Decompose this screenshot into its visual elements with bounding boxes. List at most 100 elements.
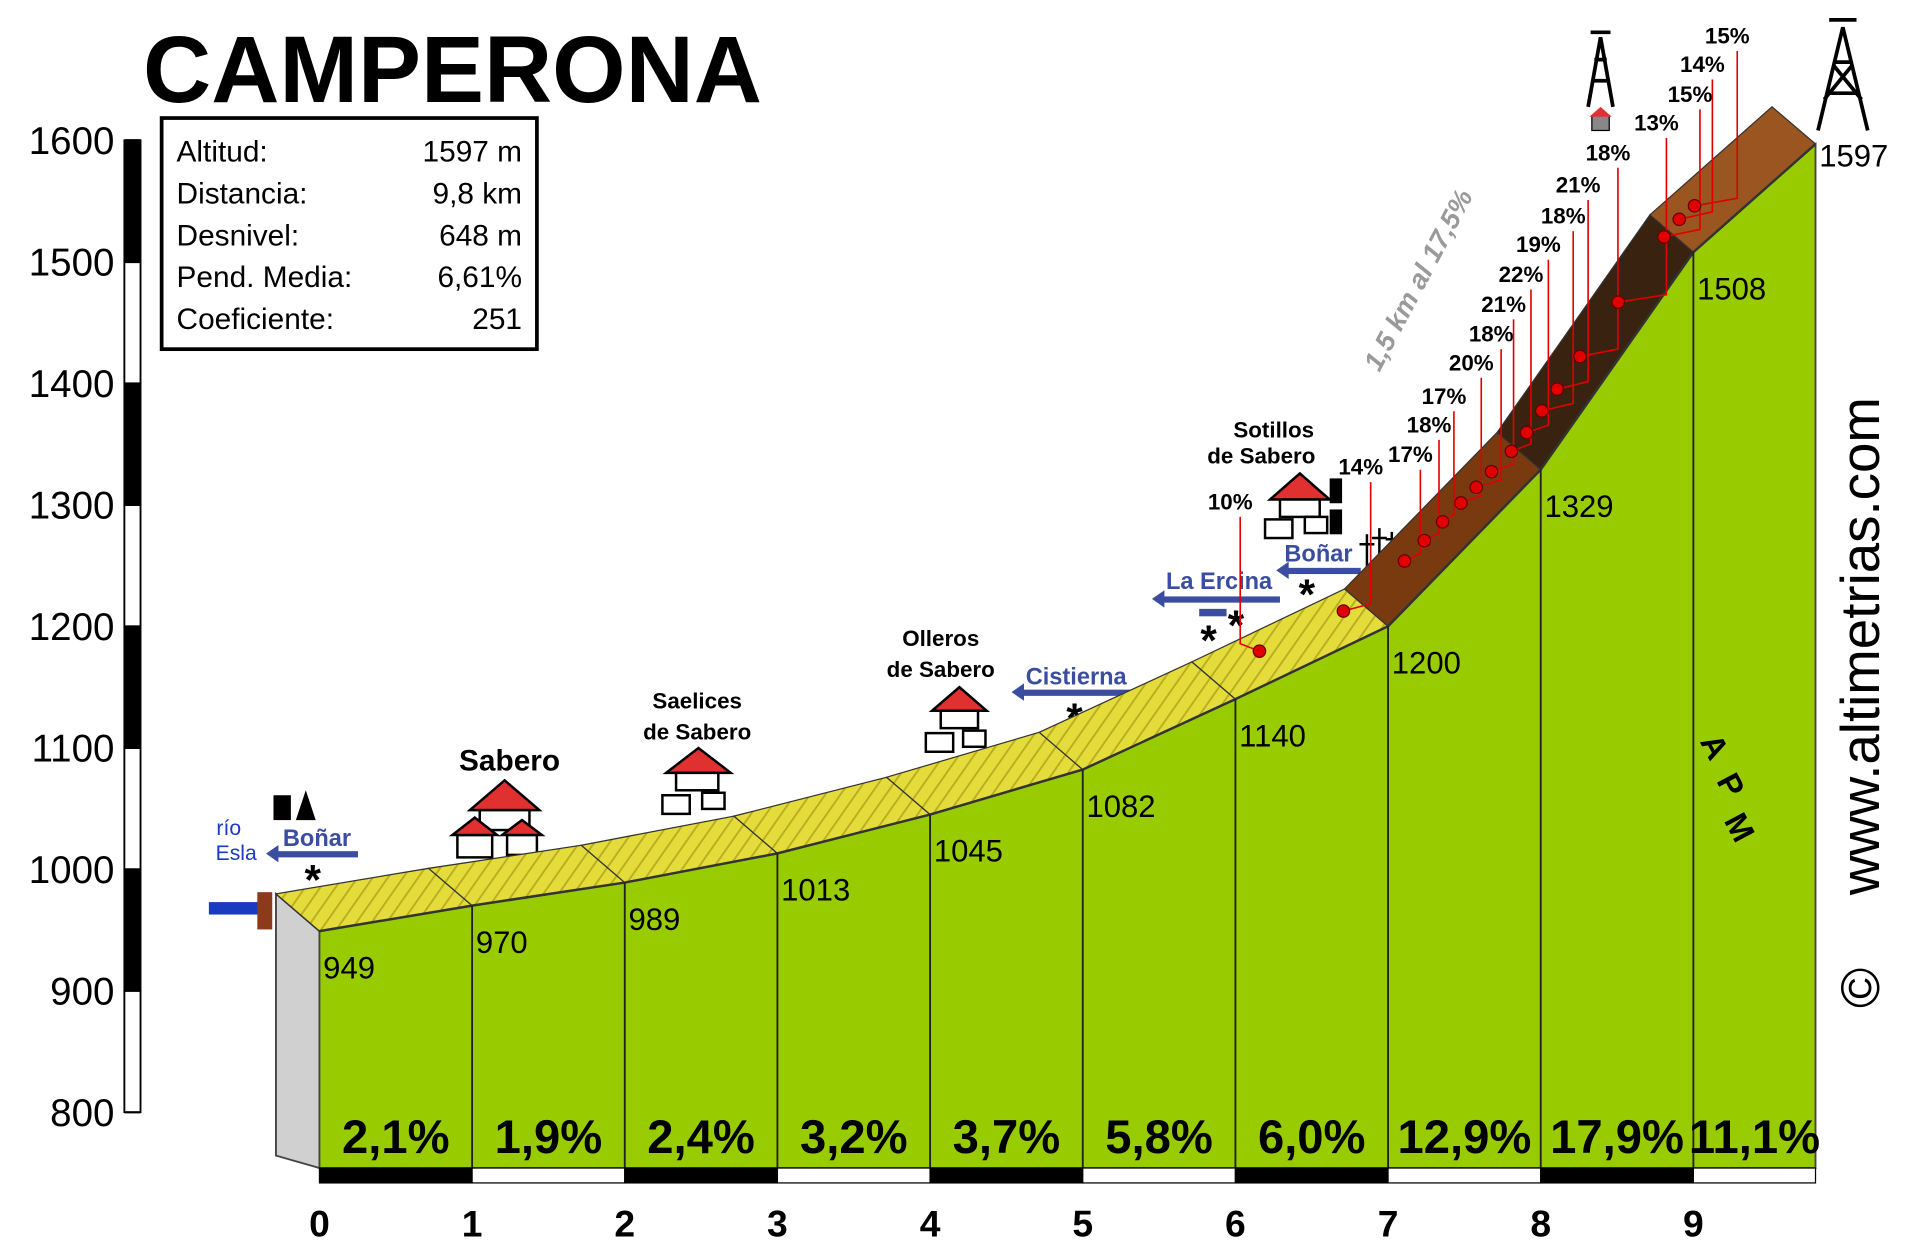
antenna xyxy=(1586,18,1870,131)
scale-segment xyxy=(123,868,142,992)
slope-pointer xyxy=(1679,79,1714,221)
village-icon xyxy=(448,471,1333,859)
slope-marker xyxy=(1454,496,1468,510)
slope-pointer xyxy=(1579,167,1619,358)
slope-label: 14% xyxy=(1680,52,1725,77)
slope-label: 21% xyxy=(1556,173,1601,198)
gradient-label: 17,9% xyxy=(1550,1111,1684,1164)
info-label: Desnivel: xyxy=(177,219,300,252)
info-value: 1597 m xyxy=(423,136,522,169)
scale-segment xyxy=(123,139,142,263)
slope-label: 18% xyxy=(1586,140,1631,165)
slope-pointer xyxy=(1491,319,1515,473)
slope-label: 20% xyxy=(1449,350,1494,375)
altitude-label: 1508 xyxy=(1697,271,1766,306)
x-tick-label: 6 xyxy=(1225,1202,1246,1244)
chart-title: CAMPERONA xyxy=(143,18,762,123)
gradient-label: 12,9% xyxy=(1397,1111,1531,1164)
website: www.altimetrias.com xyxy=(1830,397,1891,896)
info-value: 251 xyxy=(472,303,522,336)
info-value: 6,61% xyxy=(437,261,522,294)
slope-label: 15% xyxy=(1705,23,1750,48)
place-name: Saelices xyxy=(652,688,742,713)
slope-label: 18% xyxy=(1469,322,1514,347)
gradient-label: 5,8% xyxy=(1105,1111,1213,1164)
scale-segment xyxy=(123,989,142,1114)
river-arrow xyxy=(208,902,267,915)
river-name: Esla xyxy=(216,842,257,865)
info-label: Pend. Media: xyxy=(177,261,353,294)
x-tick-label: 9 xyxy=(1683,1202,1704,1244)
y-tick-label: 800 xyxy=(50,1092,114,1135)
altitude-label: 1140 xyxy=(1239,718,1306,753)
gradient-label: 6,0% xyxy=(1258,1111,1366,1164)
slope-pointer xyxy=(1460,377,1483,504)
altitude-label: 970 xyxy=(476,925,528,960)
place-name: de Sabero xyxy=(887,657,995,682)
river-name: río xyxy=(216,817,241,840)
house-roof xyxy=(1589,106,1612,117)
distance-bar xyxy=(1692,1167,1817,1184)
slope-label: 13% xyxy=(1634,110,1679,135)
y-tick-label: 1000 xyxy=(29,849,115,892)
road-arrow xyxy=(266,561,1361,863)
altitude-label: 1200 xyxy=(1392,645,1461,680)
altitude-label: 1045 xyxy=(934,834,1003,869)
slope-marker xyxy=(1672,212,1687,227)
info-label: Coeficiente: xyxy=(177,303,334,336)
facility-icon xyxy=(273,478,1343,821)
scale-segment xyxy=(123,260,142,385)
slope-marker xyxy=(1435,514,1450,529)
info-value: 9,8 km xyxy=(433,177,522,210)
altitude-label: 989 xyxy=(628,902,680,937)
slope-marker xyxy=(1535,404,1549,418)
info-value: 648 m xyxy=(439,219,522,252)
slope-label: 15% xyxy=(1668,82,1713,107)
slope-pointer xyxy=(1476,349,1502,489)
gradient-label: 11,1% xyxy=(1689,1111,1820,1164)
slope-pointer xyxy=(1663,109,1701,238)
slope-pointer xyxy=(1541,231,1575,412)
slope-marker xyxy=(1397,554,1412,568)
slope-pointer xyxy=(1526,259,1550,434)
altitude-label: 1013 xyxy=(781,873,850,908)
slope-marker xyxy=(1252,644,1267,659)
altitude-label: 1597 xyxy=(1819,138,1888,173)
altitude-label: 1082 xyxy=(1086,789,1155,824)
slope-marker xyxy=(1336,604,1351,618)
distance-bar xyxy=(471,1167,626,1184)
info-label: Distancia: xyxy=(177,177,308,210)
road-name: Cistierna xyxy=(1026,665,1128,691)
gradient-label: 2,4% xyxy=(647,1111,755,1164)
info-label: Altitud: xyxy=(177,136,268,169)
slope-label: 14% xyxy=(1338,455,1383,480)
scale-segment xyxy=(123,382,142,506)
slope-marker xyxy=(1504,444,1519,459)
distance-bar xyxy=(776,1167,931,1184)
slope-marker xyxy=(1484,464,1499,479)
slope-marker xyxy=(1687,198,1702,213)
gradient-label: 3,7% xyxy=(953,1111,1061,1164)
slope-marker xyxy=(1519,425,1534,440)
climb-note: 1,5 km al 17,5% xyxy=(1357,184,1479,376)
profile-side xyxy=(275,891,321,1170)
slope-label: 17% xyxy=(1422,384,1467,409)
slope-marker xyxy=(1417,533,1432,548)
slope-pointer xyxy=(1694,50,1739,207)
y-tick-label: 1100 xyxy=(32,727,115,770)
altitude-label: 949 xyxy=(323,950,375,985)
slope-pointer xyxy=(1556,200,1589,390)
distance-bar xyxy=(624,1167,779,1184)
y-tick-label: 900 xyxy=(50,970,114,1013)
copyright: © xyxy=(1830,968,1891,1008)
place-name: Sabero xyxy=(459,744,560,777)
x-tick-label: 7 xyxy=(1378,1202,1399,1244)
y-tick-label: 1300 xyxy=(29,484,115,527)
info-box xyxy=(159,116,539,352)
x-tick-label: 0 xyxy=(309,1202,330,1244)
slope-pointer xyxy=(1343,482,1372,612)
slope-label: 10% xyxy=(1208,489,1253,514)
place-name: de Sabero xyxy=(1207,443,1315,468)
y-tick-label: 1200 xyxy=(29,606,115,649)
bridge-icon xyxy=(257,892,273,930)
